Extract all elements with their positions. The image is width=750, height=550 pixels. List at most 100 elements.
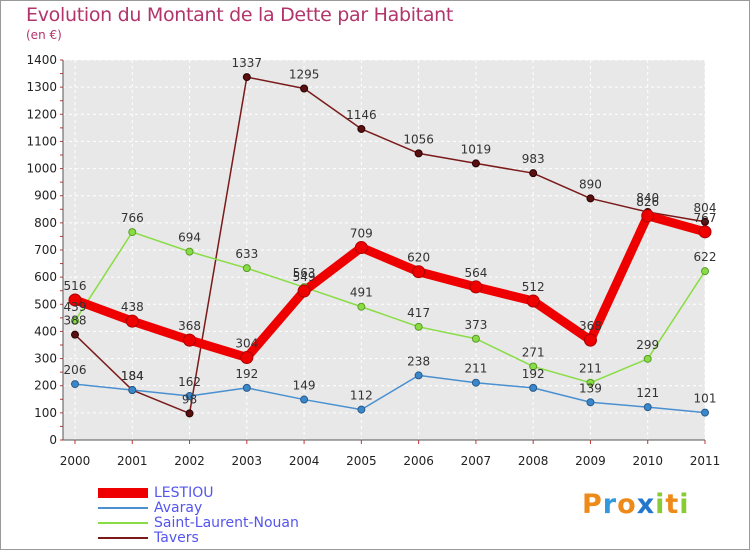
data-label: 299 — [636, 338, 659, 352]
data-label: 238 — [407, 354, 430, 368]
data-point — [414, 322, 423, 331]
x-tick-label: 2010 — [632, 454, 663, 468]
chart-title: Evolution du Montant de la Dette par Hab… — [26, 4, 454, 26]
y-tick-label: 200 — [34, 379, 57, 393]
series-line-avaray — [74, 374, 706, 414]
y-tick-label: 1300 — [26, 80, 57, 94]
x-tick-label: 2001 — [117, 454, 148, 468]
data-label: 373 — [464, 318, 487, 332]
data-label: 149 — [293, 379, 316, 393]
data-label: 549 — [293, 270, 316, 284]
data-label: 192 — [522, 367, 545, 381]
data-label: 438 — [121, 300, 144, 314]
y-tick-label: 400 — [34, 324, 57, 338]
y-tick-label: 800 — [34, 216, 57, 230]
data-point — [300, 84, 309, 93]
chart-unit: (en €) — [26, 28, 62, 42]
x-tick-label: 2003 — [232, 454, 263, 468]
data-label: 162 — [178, 375, 201, 389]
data-label: 694 — [178, 231, 201, 245]
data-label: 304 — [235, 336, 258, 350]
data-point — [471, 334, 480, 343]
data-point — [701, 408, 709, 417]
data-point — [68, 293, 82, 307]
y-tick-label: 1400 — [26, 53, 57, 67]
x-tick-label: 2004 — [289, 454, 320, 468]
data-point — [471, 378, 480, 387]
data-point — [701, 267, 709, 276]
data-point — [586, 194, 595, 203]
data-point — [128, 386, 137, 395]
legend-label: LESTIOU — [154, 485, 214, 501]
data-label: 890 — [579, 177, 602, 191]
data-point — [354, 241, 368, 255]
legend-swatch — [98, 501, 148, 516]
data-point — [71, 316, 79, 325]
y-tick-label: 700 — [34, 243, 57, 257]
data-label: 766 — [121, 211, 144, 225]
data-point — [414, 149, 423, 158]
legend-label: Tavers — [154, 530, 199, 546]
data-point — [297, 284, 311, 298]
data-label: 620 — [407, 251, 430, 265]
data-label: 491 — [350, 286, 373, 300]
y-tick-label: 100 — [34, 406, 57, 420]
y-tick-label: 1000 — [26, 162, 57, 176]
data-label: 512 — [522, 280, 545, 294]
data-point — [643, 403, 652, 412]
data-point — [128, 228, 137, 237]
legend-swatch — [98, 531, 148, 546]
x-tick-label: 2000 — [60, 454, 91, 468]
y-tick-label: 1100 — [26, 134, 57, 148]
data-point — [471, 159, 480, 168]
x-tick-label: 2007 — [461, 454, 492, 468]
data-label: 826 — [636, 195, 659, 209]
data-label: 633 — [235, 247, 258, 261]
x-tick-label: 2002 — [174, 454, 205, 468]
data-point — [183, 333, 197, 347]
y-tick-label: 500 — [34, 297, 57, 311]
data-point — [701, 217, 709, 226]
data-label: 767 — [694, 211, 717, 225]
legend-label: Avaray — [154, 500, 203, 516]
data-point — [529, 362, 538, 371]
data-point — [526, 294, 540, 308]
data-point — [185, 247, 194, 256]
data-label: 1056 — [403, 132, 434, 146]
series-line-saint-laurent-nouan — [74, 231, 706, 384]
data-point — [643, 354, 652, 363]
data-point — [125, 314, 139, 328]
data-point — [300, 395, 309, 404]
data-label: 1295 — [289, 68, 320, 82]
y-tick-label: 1200 — [26, 107, 57, 121]
x-tick-label: 2011 — [690, 454, 721, 468]
data-point — [529, 383, 538, 392]
data-label: 121 — [636, 386, 659, 400]
x-tick-label: 2009 — [575, 454, 606, 468]
data-point — [240, 350, 254, 364]
data-label: 184 — [121, 369, 144, 383]
data-label: 211 — [579, 362, 602, 376]
legend-swatch — [98, 486, 148, 501]
data-point — [185, 409, 194, 418]
x-tick-label: 2006 — [403, 454, 434, 468]
data-label: 709 — [350, 227, 373, 241]
data-point — [242, 73, 251, 82]
y-tick-label: 900 — [34, 189, 57, 203]
data-point — [71, 330, 79, 339]
data-label: 1019 — [461, 142, 492, 156]
data-label: 271 — [522, 345, 545, 359]
data-point — [414, 371, 423, 380]
data-point — [698, 225, 712, 239]
x-tick-label: 2008 — [518, 454, 549, 468]
x-tick-label: 2005 — [346, 454, 377, 468]
data-label: 192 — [235, 367, 258, 381]
data-point — [641, 209, 655, 223]
data-label: 98 — [182, 392, 197, 406]
proxiti-logo: Proxiti — [582, 489, 690, 520]
data-label: 139 — [579, 381, 602, 395]
data-point — [412, 265, 426, 279]
data-point — [71, 380, 79, 389]
data-label: 1146 — [346, 108, 377, 122]
